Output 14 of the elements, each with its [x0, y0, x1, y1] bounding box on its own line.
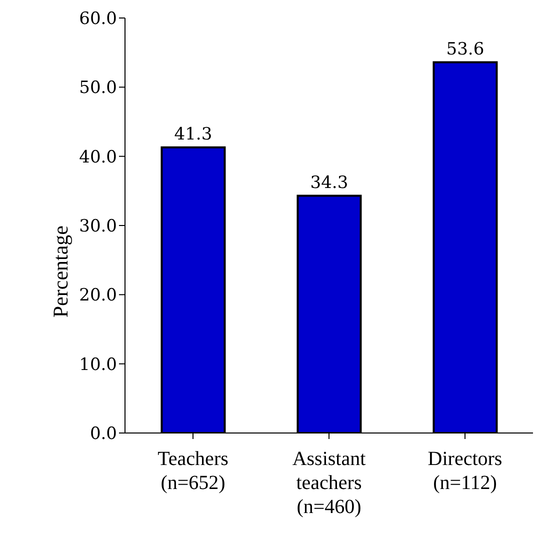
y-tick-label: 20.0 [79, 286, 117, 306]
x-tick-label: Teachers (n=652) [158, 448, 229, 494]
data-label: 34.3 [310, 172, 348, 193]
data-label: 53.6 [446, 39, 484, 60]
y-tick-label: 0.0 [90, 424, 117, 444]
y-tick-label: 40.0 [79, 147, 117, 168]
y-tick-label: 30.0 [79, 216, 117, 237]
x-tick-label: Assistant teachers (n=460) [292, 448, 366, 518]
y-axis-title: Percentage [48, 226, 72, 318]
x-tick-label: Directors (n=112) [428, 448, 502, 494]
y-tick-label: 60.0 [79, 9, 117, 30]
data-label: 41.3 [174, 124, 212, 144]
y-tick-label: 10.0 [79, 354, 117, 375]
y-tick-label: 50.0 [79, 78, 117, 98]
